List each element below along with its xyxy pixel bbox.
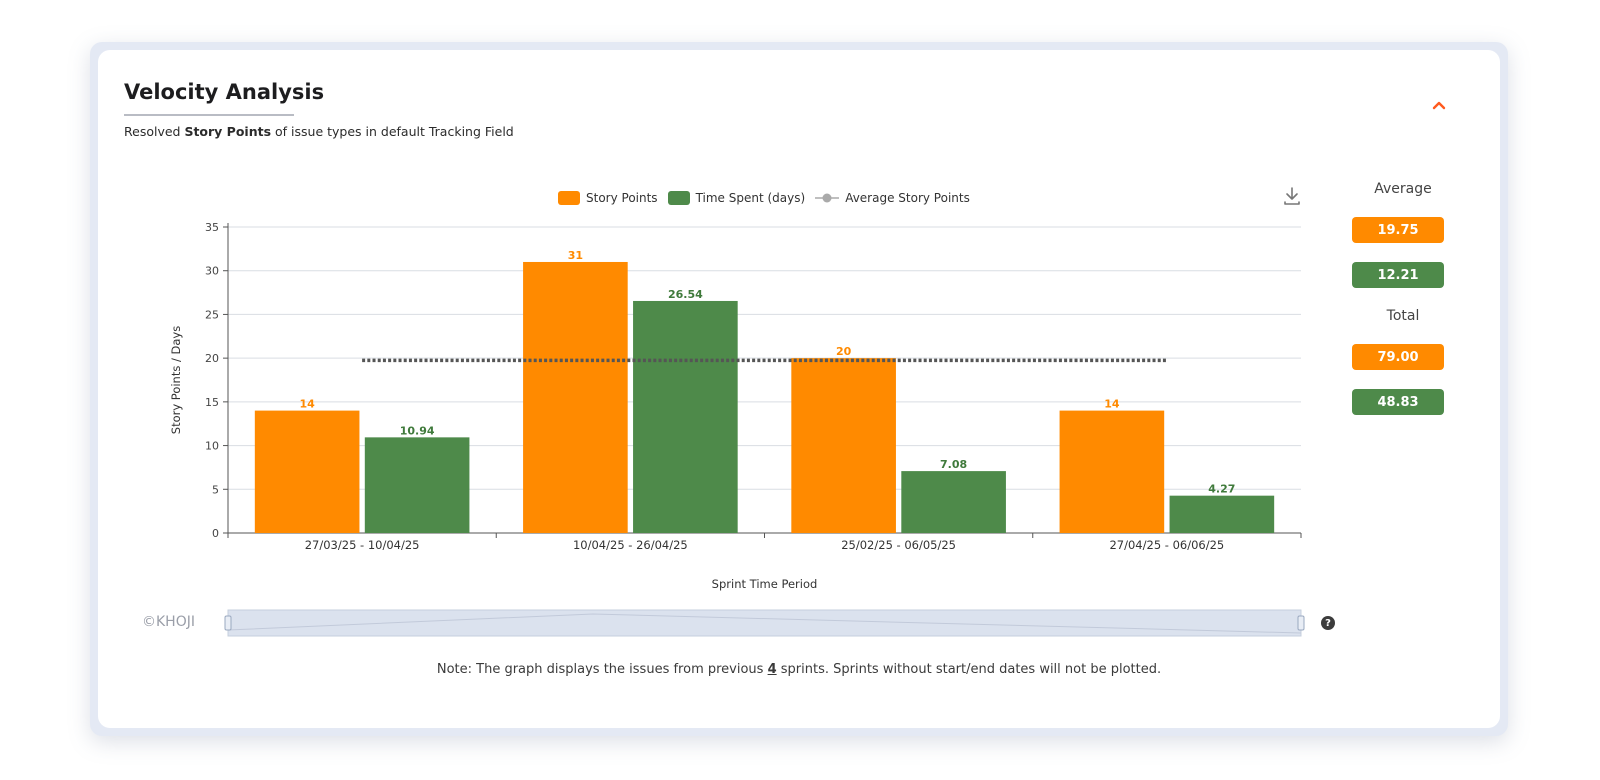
x-axis-title: Sprint Time Period: [712, 577, 818, 591]
subtitle-bold: Story Points: [184, 124, 272, 139]
y-tick-label: 20: [205, 352, 219, 365]
data-label-time-spent: 7.08: [940, 458, 967, 471]
y-tick-label: 0: [212, 527, 219, 540]
collapse-button[interactable]: [1428, 94, 1450, 116]
watermark: ©KHOJI: [142, 614, 195, 630]
data-label-time-spent: 10.94: [400, 424, 435, 437]
zoom-handle-right[interactable]: [1297, 615, 1305, 631]
legend-marker-average: [815, 193, 840, 203]
legend-item-average[interactable]: Average Story Points: [815, 191, 970, 205]
bar-story-points: [1059, 410, 1165, 533]
bar-story-points: [791, 358, 896, 533]
legend-swatch-time-spent: [667, 191, 690, 205]
zoom-slider-track: [227, 609, 1302, 637]
average-label: Average: [1374, 181, 1432, 197]
total-label: Total: [1386, 308, 1420, 324]
bar-time-spent: [1169, 495, 1275, 533]
bar-story-points: [254, 410, 360, 533]
y-tick-label: 5: [212, 483, 219, 496]
title-underline: [124, 114, 294, 116]
subtitle: Resolved Story Points of issue types in …: [124, 124, 514, 139]
subtitle-suffix: of issue types in default Tracking Field: [271, 124, 514, 139]
data-label-story-points: 14: [299, 398, 315, 411]
x-tick-label: 27/04/25 - 06/06/25: [1109, 538, 1224, 552]
card-frame: Velocity Analysis Resolved Story Points …: [90, 42, 1508, 736]
zoom-handle-left[interactable]: [224, 615, 232, 631]
help-icon[interactable]: ?: [1321, 616, 1335, 630]
y-tick-label: 35: [205, 221, 219, 234]
subtitle-prefix: Resolved: [124, 124, 185, 139]
note-count: 4: [767, 662, 777, 677]
y-axis-title: Story Points / Days: [169, 326, 183, 434]
legend-swatch-story-points: [558, 191, 580, 205]
total-time-spent-badge: 48.83: [1352, 389, 1444, 415]
legend-item-story-points[interactable]: Story Points: [558, 191, 658, 205]
legend-label-story-points: Story Points: [586, 191, 658, 205]
chart-legend: Story Points Time Spent (days) Average S…: [558, 188, 970, 208]
zoom-slider-preview: [227, 613, 1302, 634]
download-button[interactable]: [1280, 184, 1304, 208]
average-time-spent-badge: 12.21: [1352, 262, 1444, 288]
page-title: Velocity Analysis: [124, 80, 325, 104]
bar-time-spent: [901, 471, 1006, 533]
average-story-points-badge: 19.75: [1352, 217, 1444, 243]
chevron-up-icon: [1432, 101, 1446, 110]
legend-label-time-spent: Time Spent (days): [695, 191, 806, 205]
data-label-story-points: 14: [1104, 398, 1120, 411]
note-prefix: Note: The graph displays the issues from…: [436, 662, 768, 677]
footnote: Note: The graph displays the issues from…: [98, 662, 1500, 677]
data-label-time-spent: 4.27: [1208, 483, 1235, 496]
velocity-chart: 0 5 10 15 20 25 30 35 14 10.94 27/03/25 - 10/04/25…: [169, 221, 1305, 637]
x-tick-label: 27/03/25 - 10/04/25: [305, 538, 420, 552]
y-tick-label: 30: [205, 265, 219, 278]
download-icon: [1284, 187, 1300, 205]
y-tick-label: 15: [205, 396, 219, 409]
x-tick-label: 25/02/25 - 06/05/25: [841, 538, 956, 552]
total-story-points-badge: 79.00: [1352, 344, 1444, 370]
legend-label-average: Average Story Points: [845, 191, 970, 205]
bar-story-points: [523, 261, 628, 533]
legend-item-time-spent[interactable]: Time Spent (days): [667, 191, 806, 205]
data-label-time-spent: 26.54: [668, 288, 703, 301]
x-tick-label: 10/04/25 - 26/04/25: [573, 538, 688, 552]
bar-time-spent: [364, 437, 470, 533]
bar-time-spent: [633, 300, 738, 533]
y-tick-label: 10: [205, 440, 219, 453]
y-tick-label: 25: [205, 308, 219, 321]
velocity-card: Velocity Analysis Resolved Story Points …: [98, 50, 1500, 728]
data-label-story-points: 31: [568, 249, 583, 262]
note-suffix: sprints. Sprints without start/end dates…: [776, 662, 1162, 677]
data-label-story-points: 20: [836, 345, 852, 358]
